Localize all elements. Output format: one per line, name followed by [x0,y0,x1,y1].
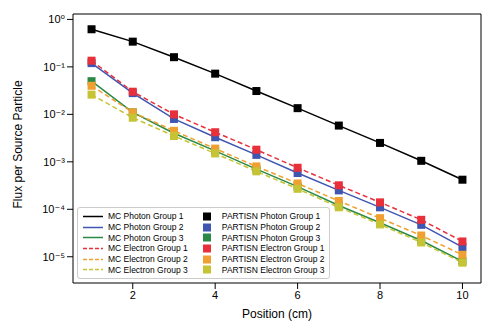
svg-text:6: 6 [295,289,301,301]
html-text:PARTISN Photon Group 2: PARTISN Photon Group 2 [221,222,321,232]
html-text:MC Photon Group 3: MC Photon Group 3 [108,232,184,243]
svg-text:10⁻¹: 10⁻¹ [43,61,65,73]
svg-text:Position (cm): Position (cm) [242,307,312,321]
html-text:PARTISN Photon Group 1: PARTISN Photon Group 1 [221,211,321,222]
svg-text:10: 10 [456,289,468,301]
svg-text:4: 4 [212,289,218,301]
html-text:MC Electron Group 2: MC Electron Group 2 [108,254,188,264]
html-text:PARTISN Electron Group 3: PARTISN Electron Group 3 [221,264,325,275]
svg-text:2: 2 [130,289,136,301]
html-text:PARTISN Photon Group 3: PARTISN Photon Group 3 [221,232,321,243]
html-text:PARTISN Electron Group 2: PARTISN Electron Group 2 [221,254,325,264]
html-text:MC Photon Group 2: MC Photon Group 2 [108,222,184,232]
html-text:MC Photon Group 1: MC Photon Group 1 [108,211,184,222]
html-text:PARTISN Electron Group 1: PARTISN Electron Group 1 [221,243,325,254]
svg-text:10⁰: 10⁰ [48,13,65,25]
svg-text:8: 8 [377,289,383,301]
html-text:MC Electron Group 1: MC Electron Group 1 [108,243,188,254]
svg-text:10⁻³: 10⁻³ [43,156,65,168]
svg-text:10⁻⁴: 10⁻⁴ [42,203,65,215]
svg-text:10⁻²: 10⁻² [43,108,65,120]
html-text:MC Electron Group 3: MC Electron Group 3 [108,264,188,275]
svg-text:Flux per Source Particle: Flux per Source Particle [11,80,25,208]
svg-text:10⁻⁵: 10⁻⁵ [42,251,65,263]
